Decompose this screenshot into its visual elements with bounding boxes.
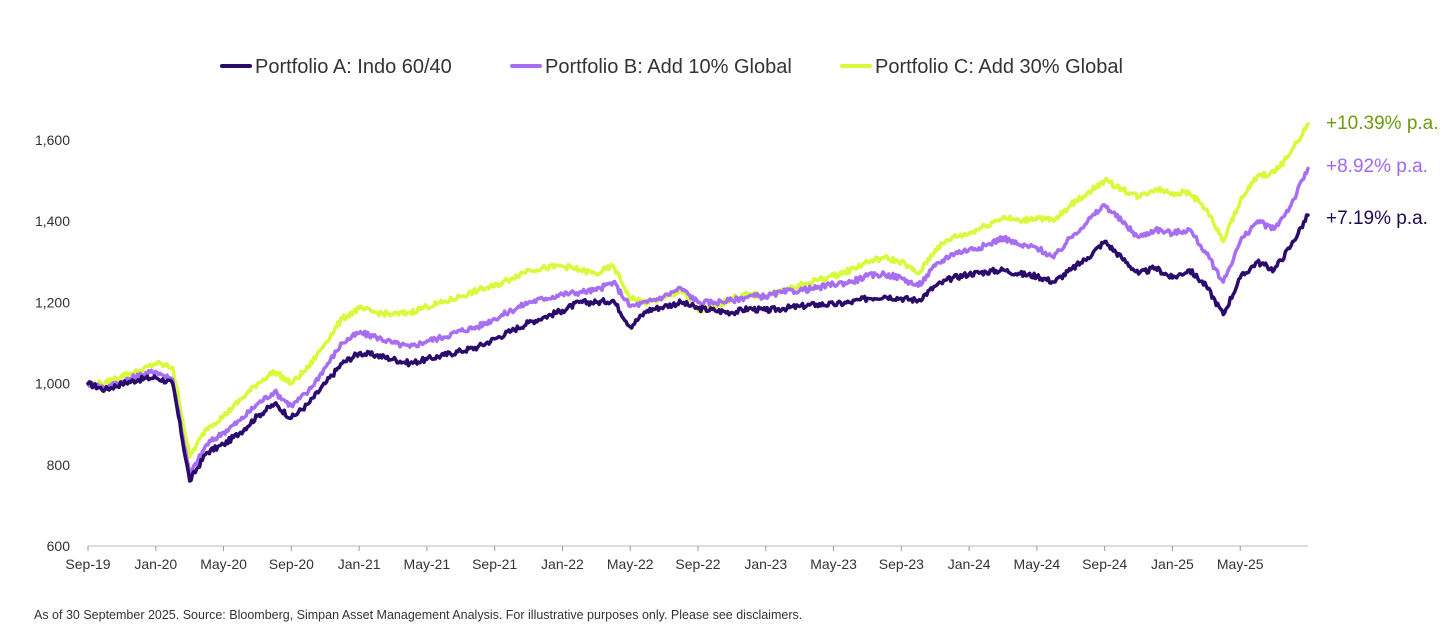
y-tick-label: 1,600 [35, 132, 70, 148]
x-tick-label: Jan-24 [948, 556, 991, 572]
x-tick-label: Sep-21 [472, 556, 517, 572]
y-tick-label: 800 [47, 457, 71, 473]
series-line-portfolio-c [86, 122, 1310, 459]
x-tick-label: May-23 [810, 556, 857, 572]
x-tick-label: Sep-22 [675, 556, 720, 572]
legend-item-portfolio-b: Portfolio B: Add 10% Global [510, 56, 792, 78]
legend-label: Portfolio C: Add 30% Global [875, 56, 1123, 78]
y-tick-label: 600 [47, 538, 71, 554]
legend-label: Portfolio A: Indo 60/40 [255, 56, 452, 78]
x-tick-label: Sep-24 [1082, 556, 1127, 572]
series-line-portfolio-a [86, 213, 1310, 483]
x-tick-label: Sep-20 [269, 556, 314, 572]
series-end-labels: +7.19% p.a. +8.92% p.a. +10.39% p.a. [1326, 113, 1439, 229]
x-tick-label: Jan-23 [744, 556, 787, 572]
series-lines [86, 122, 1310, 483]
y-axis: 600 800 1,000 1,200 1,400 1,600 [35, 132, 70, 554]
line-chart: Portfolio A: Indo 60/40 Portfolio B: Add … [35, 56, 1439, 572]
x-tick-label: Jan-25 [1151, 556, 1194, 572]
x-tick-label: May-20 [200, 556, 247, 572]
x-tick-label: Jan-21 [338, 556, 381, 572]
end-label-portfolio-b: +8.92% p.a. [1326, 156, 1428, 177]
series-line-portfolio-b [86, 166, 1310, 477]
x-tick-label: May-25 [1217, 556, 1264, 572]
x-tick-label: May-22 [607, 556, 654, 572]
x-tick-label: Jan-22 [541, 556, 584, 572]
y-tick-label: 1,000 [35, 376, 70, 392]
end-label-portfolio-a: +7.19% p.a. [1326, 208, 1428, 229]
x-tick-label: May-24 [1014, 556, 1061, 572]
legend-item-portfolio-c: Portfolio C: Add 30% Global [840, 56, 1123, 78]
end-label-portfolio-c: +10.39% p.a. [1326, 113, 1439, 134]
x-tick-label: May-21 [404, 556, 451, 572]
chart-legend: Portfolio A: Indo 60/40 Portfolio B: Add … [220, 56, 1123, 78]
x-tick-label: Jan-20 [134, 556, 177, 572]
x-tick-label: Sep-19 [65, 556, 110, 572]
legend-item-portfolio-a: Portfolio A: Indo 60/40 [220, 56, 452, 78]
x-tick-label: Sep-23 [879, 556, 924, 572]
x-axis: Sep-19 Jan-20 May-20 Sep-20 Jan-21 May-21 Sep-… [65, 545, 1308, 572]
y-tick-label: 1,400 [35, 213, 70, 229]
y-tick-label: 1,200 [35, 294, 70, 310]
source-footnote: As of 30 September 2025. Source: Bloombe… [34, 608, 803, 622]
legend-label: Portfolio B: Add 10% Global [545, 56, 792, 78]
